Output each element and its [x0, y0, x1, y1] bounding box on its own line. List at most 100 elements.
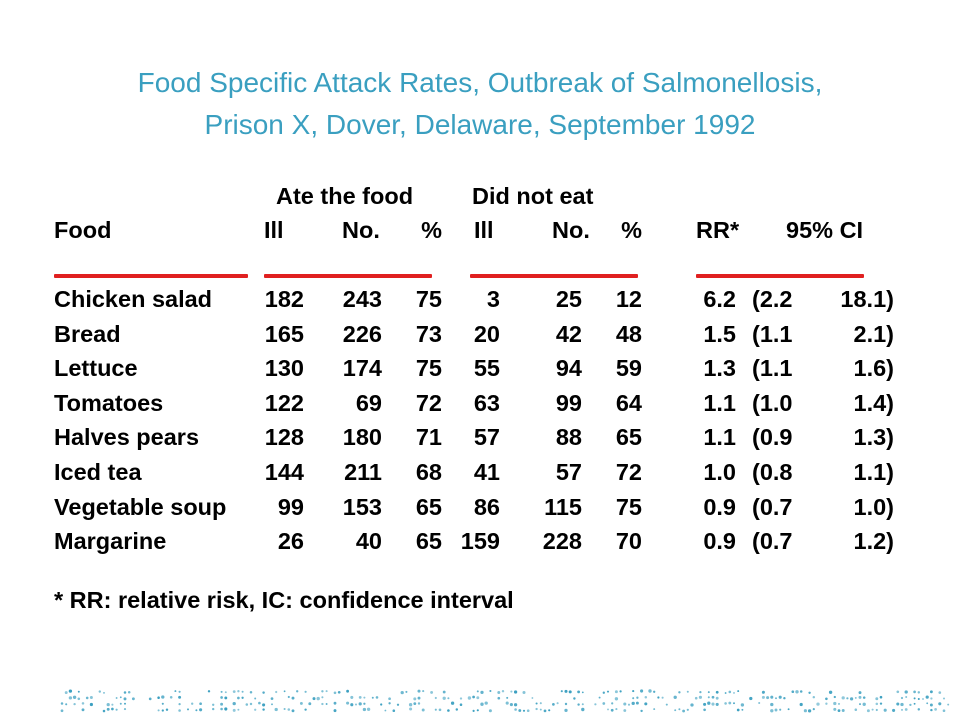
cell-ate-ill: 128 [264, 424, 304, 451]
cell-not-no: 115 [544, 493, 582, 520]
column-header-not-ill: Ill [474, 217, 494, 243]
cell-ate-ill: 130 [264, 355, 304, 382]
cell-not-pct: 72 [615, 459, 642, 485]
cell-not-no: 88 [555, 424, 582, 451]
cell-ci-low: (0.7 [752, 493, 793, 520]
footnote: * RR: relative risk, IC: confidence inte… [54, 587, 514, 613]
cell-ate-no: 174 [342, 355, 382, 382]
cell-food-name: Chicken salad [54, 286, 213, 312]
column-header-not-pct: % [621, 217, 642, 243]
cell-food-name: Lettuce [54, 355, 138, 382]
cell-rr: 1.0 [703, 459, 736, 485]
cell-ci-high: 1.1) [853, 459, 895, 485]
cell-ate-pct: 71 [415, 424, 442, 451]
cell-rr: 1.5 [703, 320, 736, 347]
cell-ate-pct: 73 [415, 320, 442, 347]
cell-not-pct: 75 [615, 493, 642, 520]
cell-not-ill: 41 [473, 459, 500, 485]
cell-not-ill: 57 [473, 424, 500, 451]
cell-ci-low: (0.9 [752, 424, 793, 451]
cell-food-name: Vegetable soup [54, 493, 227, 520]
cell-ate-pct: 75 [415, 355, 442, 382]
cell-ate-pct: 72 [415, 389, 442, 416]
cell-not-ill: 55 [473, 355, 500, 382]
cell-ci-high: 2.1) [853, 320, 895, 347]
cell-not-pct: 70 [615, 528, 642, 555]
title-line-1: Food Specific Attack Rates, Outbreak of … [137, 67, 823, 98]
cell-ate-pct: 68 [415, 459, 442, 485]
cell-ate-ill: 122 [264, 389, 304, 416]
cell-ate-ill: 99 [277, 493, 304, 520]
cell-ate-no: 180 [342, 424, 382, 451]
cell-food-name: Iced tea [54, 459, 142, 485]
rule-ate-the-food [264, 274, 432, 278]
cell-ate-no: 243 [342, 286, 382, 312]
cell-ate-no: 226 [342, 320, 382, 347]
cell-rr: 1.3 [703, 355, 736, 382]
cell-ci-high: 1.3) [853, 424, 895, 451]
cell-rr: 1.1 [703, 389, 736, 416]
cell-rr: 0.9 [703, 493, 736, 520]
column-header-ate-pct: % [421, 217, 442, 243]
cell-ci-high: 1.0) [853, 493, 895, 520]
cell-not-no: 25 [555, 286, 582, 312]
cell-rr: 1.1 [703, 424, 736, 451]
cell-ate-pct: 65 [415, 528, 442, 555]
cell-ci-low: (0.8 [752, 459, 793, 485]
cell-not-no: 94 [555, 355, 582, 382]
cell-food-name: Halves pears [54, 424, 200, 451]
cell-ate-ill: 182 [264, 286, 304, 312]
column-header-ate-ill: Ill [264, 217, 284, 243]
cell-ate-ill: 165 [264, 320, 304, 347]
cell-not-no: 228 [542, 528, 582, 555]
cell-not-ill: 63 [473, 389, 500, 416]
group-header-ate: Ate the food [276, 183, 414, 209]
title-line-2: Prison X, Dover, Delaware, September 199… [204, 109, 756, 140]
cell-ate-pct: 75 [415, 286, 442, 312]
group-header-did-not-eat: Did not eat [472, 183, 594, 209]
cell-ci-high: 1.6) [853, 355, 895, 382]
cell-ate-no: 211 [344, 459, 382, 485]
cell-not-ill: 20 [473, 320, 500, 347]
decorative-dot-band [60, 689, 950, 713]
cell-rr: 0.9 [703, 528, 736, 555]
cell-ci-high: 18.1) [840, 286, 894, 312]
cell-not-pct: 48 [615, 320, 642, 347]
cell-ate-pct: 65 [415, 493, 442, 520]
slide-title: Food Specific Attack Rates, Outbreak of … [0, 62, 960, 146]
column-header-not-no: No. [552, 217, 590, 243]
cell-not-ill: 86 [473, 493, 500, 520]
cell-ci-low: (1.1 [752, 355, 793, 382]
cell-not-no: 42 [555, 320, 582, 347]
cell-ci-high: 1.2) [853, 528, 895, 555]
column-header-rr: RR* [696, 217, 740, 243]
cell-not-ill: 3 [486, 286, 500, 312]
rule-food [54, 274, 248, 278]
cell-not-pct: 65 [615, 424, 642, 451]
rule-did-not-eat [470, 274, 638, 278]
cell-food-name: Tomatoes [54, 389, 164, 416]
cell-ate-no: 40 [355, 528, 382, 555]
cell-ate-no: 153 [342, 493, 382, 520]
cell-ate-ill: 144 [264, 459, 304, 485]
cell-food-name: Margarine [54, 528, 167, 555]
cell-ci-low: (2.2 [752, 286, 793, 312]
cell-not-ill: 159 [460, 528, 500, 555]
column-header-ci: 95% CI [786, 217, 864, 243]
column-header-ate-no: No. [342, 217, 380, 243]
cell-ate-ill: 26 [277, 528, 304, 555]
cell-not-pct: 64 [615, 389, 642, 416]
cell-ci-low: (0.7 [752, 528, 793, 555]
cell-not-pct: 12 [615, 286, 642, 312]
cell-ci-low: (1.1 [752, 320, 793, 347]
rule-rr-ci [696, 274, 864, 278]
column-header-food: Food [54, 217, 112, 243]
cell-food-name: Bread [54, 320, 121, 347]
cell-ci-high: 1.4) [853, 389, 895, 416]
cell-ci-low: (1.0 [752, 389, 793, 416]
cell-not-pct: 59 [615, 355, 642, 382]
cell-rr: 6.2 [703, 286, 736, 312]
cell-not-no: 57 [555, 459, 582, 485]
cell-ate-no: 69 [355, 389, 382, 416]
